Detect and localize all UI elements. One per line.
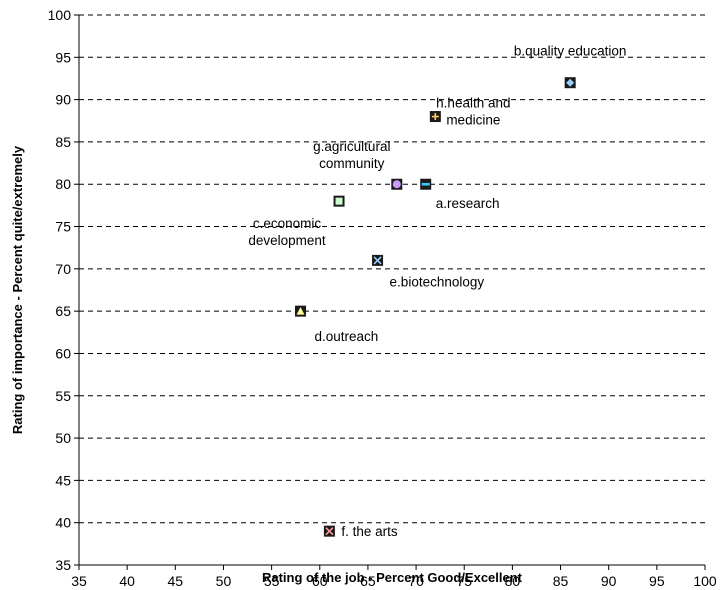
point-label-0: a.research [436, 196, 500, 211]
point-label-5: f. the arts [341, 524, 398, 539]
y-tick-label-60: 60 [55, 345, 71, 361]
point-label-3: d.outreach [315, 329, 379, 344]
x-tick-label-100: 100 [693, 573, 717, 589]
point-label-7: h.health and medicine [436, 96, 510, 128]
y-tick-label-50: 50 [55, 430, 71, 446]
x-tick-label-65: 65 [360, 573, 376, 589]
x-tick-label-40: 40 [119, 573, 135, 589]
y-tick-label-95: 95 [55, 49, 71, 65]
point-3 [295, 305, 307, 317]
y-tick-label-65: 65 [55, 303, 71, 319]
y-tick-label-70: 70 [55, 261, 71, 277]
x-axis-title: Rating of the job - Percent Good/Excelle… [262, 570, 523, 585]
x-tick-label-55: 55 [264, 573, 280, 589]
point-7 [429, 111, 441, 123]
point-label-1: b.quality education [514, 44, 627, 59]
x-tick-label-95: 95 [649, 573, 665, 589]
marker-square [335, 197, 343, 205]
y-tick-label-35: 35 [55, 557, 71, 573]
marker-dash [421, 182, 430, 186]
marker-x [373, 256, 382, 265]
y-tick-label-40: 40 [55, 515, 71, 531]
x-tick-label-45: 45 [168, 573, 184, 589]
y-tick-label-85: 85 [55, 134, 71, 150]
y-tick-label-75: 75 [55, 219, 71, 235]
data-points [295, 77, 576, 537]
x-tick-label-70: 70 [408, 573, 424, 589]
point-1 [564, 77, 576, 89]
y-tick-label-45: 45 [55, 472, 71, 488]
marker-diamond [566, 78, 575, 87]
grid-lines [79, 14, 705, 524]
y-tick-label-90: 90 [55, 92, 71, 108]
point-label-6: g.agricultural community [313, 139, 390, 171]
y-tick-labels: 35 40 45 50 55 60 65 70 75 80 85 90 95 100 [48, 7, 72, 573]
marker-plus [431, 113, 439, 121]
point-label-2: c.economic development [248, 216, 326, 248]
y-tick-label-55: 55 [55, 388, 71, 404]
x-tick-label-85: 85 [553, 573, 569, 589]
x-tick-label-50: 50 [216, 573, 232, 589]
point-2 [333, 195, 345, 207]
point-5 [323, 525, 335, 537]
axes [74, 14, 706, 570]
point-labels: a.research b.quality education c.economic d… [248, 44, 626, 539]
point-label-4: e.biotechnology [390, 274, 485, 289]
point-0 [420, 178, 432, 190]
point-6 [391, 178, 403, 190]
y-tick-label-100: 100 [48, 7, 72, 23]
x-tick-labels: 35 40 45 50 55 60 65 70 75 80 85 90 95 100 [71, 573, 717, 589]
x-tick-label-60: 60 [312, 573, 328, 589]
marker-x [325, 527, 334, 536]
x-tick-label-90: 90 [601, 573, 617, 589]
y-tick-label-80: 80 [55, 176, 71, 192]
x-tick-label-35: 35 [71, 573, 87, 589]
y-axis-title: Rating of importance - Percent quite/ext… [10, 145, 25, 434]
x-tick-label-75: 75 [456, 573, 472, 589]
marker-triangle [296, 307, 305, 315]
marker-circle [392, 180, 401, 189]
point-4 [372, 254, 384, 266]
x-tick-label-80: 80 [505, 573, 521, 589]
